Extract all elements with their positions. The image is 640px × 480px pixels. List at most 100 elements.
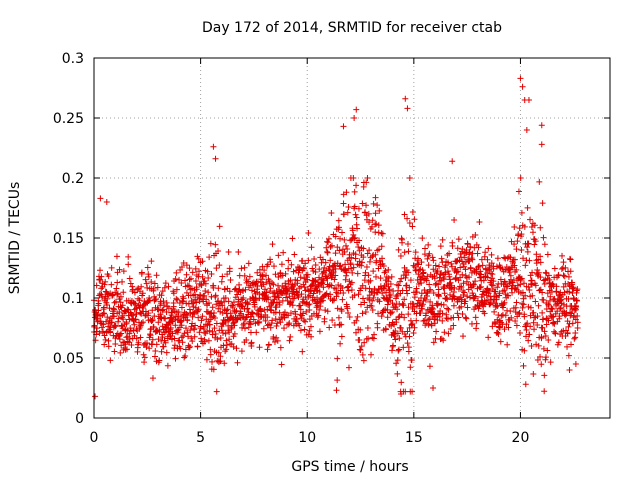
data-point: [291, 295, 298, 302]
data-point: [345, 364, 352, 371]
data-point: [278, 261, 285, 268]
data-point: [156, 357, 163, 364]
data-point: [474, 250, 481, 257]
data-point: [402, 274, 409, 281]
data-point: [454, 245, 461, 252]
data-point: [486, 264, 493, 271]
data-point: [269, 317, 276, 324]
data-point: [342, 242, 349, 249]
data-point: [546, 276, 553, 283]
data-point: [302, 260, 309, 267]
data-point: [357, 346, 364, 353]
data-point: [285, 321, 292, 328]
data-point: [365, 210, 372, 217]
data-point: [478, 256, 485, 263]
data-point: [305, 229, 312, 236]
data-point: [270, 281, 277, 288]
data-point: [511, 256, 518, 263]
data-point: [356, 237, 363, 244]
data-point: [277, 344, 284, 351]
data-point: [482, 249, 489, 256]
data-point: [571, 335, 578, 342]
data-point: [475, 244, 482, 251]
data-point: [373, 220, 380, 227]
data-point: [462, 266, 469, 273]
data-point: [199, 258, 206, 265]
data-point: [328, 210, 335, 217]
data-point: [247, 329, 254, 336]
data-point: [334, 290, 341, 297]
data-point: [316, 283, 323, 290]
data-point: [175, 309, 182, 316]
data-point: [343, 189, 350, 196]
data-point: [531, 241, 538, 248]
data-point: [112, 340, 119, 347]
data-point: [115, 318, 122, 325]
data-point: [437, 243, 444, 250]
data-point: [353, 214, 360, 221]
data-point: [529, 292, 536, 299]
data-point: [404, 290, 411, 297]
data-point: [529, 269, 536, 276]
data-point: [393, 319, 400, 326]
data-point: [539, 200, 546, 207]
data-point: [455, 314, 462, 321]
data-point: [260, 325, 267, 332]
data-point: [364, 250, 371, 257]
data-point: [459, 271, 466, 278]
data-point: [230, 304, 237, 311]
data-point: [232, 308, 239, 315]
data-point: [541, 280, 548, 287]
data-point: [344, 305, 351, 312]
data-point: [484, 274, 491, 281]
data-point: [372, 251, 379, 258]
data-point: [425, 262, 432, 269]
data-point: [118, 342, 125, 349]
data-point: [477, 271, 484, 278]
data-point: [207, 351, 214, 358]
data-point: [345, 287, 352, 294]
data-point: [251, 281, 258, 288]
data-point: [426, 315, 433, 322]
data-point: [535, 269, 542, 276]
axis-ticks: 0 0.05 0.1 0.15 0.2 0.25 0.3 0 5 10 15 20: [53, 51, 610, 446]
data-point: [531, 326, 538, 333]
data-point: [366, 247, 373, 254]
data-point: [173, 286, 180, 293]
data-point: [236, 286, 243, 293]
data-point: [411, 264, 418, 271]
data-point: [113, 285, 120, 292]
data-point: [457, 264, 464, 271]
data-point: [100, 328, 107, 335]
x-tick-label: 5: [196, 430, 205, 446]
data-point: [183, 300, 190, 307]
data-point: [152, 347, 159, 354]
data-point: [126, 316, 133, 323]
data-point: [299, 257, 306, 264]
data-point: [203, 296, 210, 303]
data-point: [371, 331, 378, 338]
data-point: [397, 290, 404, 297]
data-point: [361, 339, 368, 346]
data-point: [473, 320, 480, 327]
data-point: [444, 305, 451, 312]
data-point: [426, 363, 433, 370]
data-point: [139, 304, 146, 311]
data-point: [184, 282, 191, 289]
data-point: [118, 330, 125, 337]
data-point: [521, 223, 528, 230]
data-point: [346, 314, 353, 321]
data-point: [515, 188, 522, 195]
data-point: [180, 260, 187, 267]
data-point: [466, 249, 473, 256]
data-point: [130, 312, 137, 319]
data-point: [520, 362, 527, 369]
data-point: [102, 336, 109, 343]
data-point: [300, 265, 307, 272]
data-point: [488, 281, 495, 288]
data-point: [527, 323, 534, 330]
data-point: [312, 261, 319, 268]
data-point: [105, 337, 112, 344]
data-point: [326, 263, 333, 270]
data-point: [356, 346, 363, 353]
